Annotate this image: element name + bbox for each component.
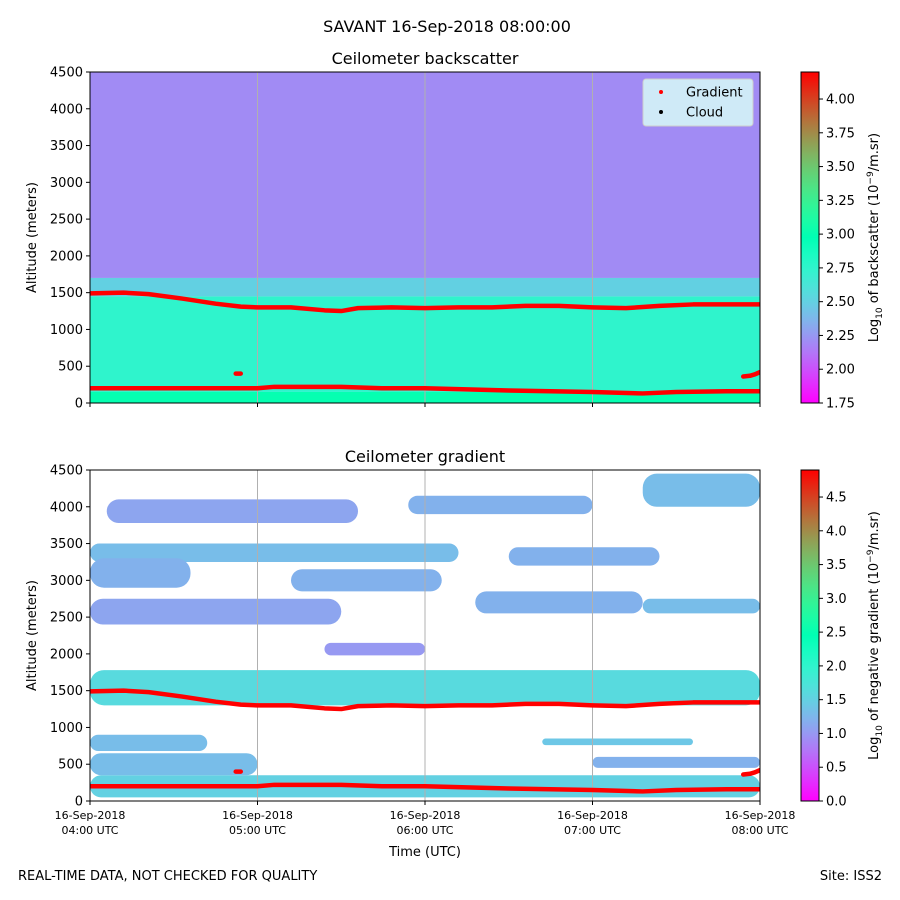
colorbar-tick-label: 2.75 — [826, 261, 855, 276]
gradient-line — [90, 782, 760, 794]
gradient-band — [542, 738, 693, 746]
y-tick-label: 3500 — [50, 537, 83, 552]
y-tick-label: 3000 — [50, 176, 83, 191]
y-tick-label: 1500 — [50, 286, 83, 301]
colorbar-tick-label: 3.5 — [826, 558, 847, 573]
legend-marker — [659, 90, 663, 94]
gradient-band — [90, 598, 342, 625]
y-axis-label: Altitude (meters) — [25, 182, 40, 293]
colorbar-label: Log10 of negative gradient (10−9/m.sr) — [866, 511, 885, 760]
y-tick-label: 0 — [75, 795, 83, 810]
gradient-band — [642, 598, 760, 614]
gradient-band — [324, 642, 425, 656]
gradient-band — [90, 753, 258, 776]
colorbar-tick-label: 4.5 — [826, 491, 847, 506]
colorbar-tick-label: 4.0 — [826, 524, 847, 539]
gradient-line — [90, 384, 760, 396]
colorbar-tick-label: 1.0 — [826, 727, 847, 742]
legend-box — [642, 78, 754, 127]
colorbar-tick-label: 2.25 — [826, 329, 855, 344]
colorbar-tick-label: 2.5 — [826, 626, 847, 641]
gradient-band — [408, 495, 593, 515]
x-tick-label-time: 04:00 UTC — [61, 824, 118, 837]
gradient-line — [741, 767, 760, 777]
gradient-band — [592, 756, 760, 768]
colorbar — [800, 469, 820, 802]
gradient-band — [90, 543, 459, 562]
y-tick-label: 2500 — [50, 611, 83, 626]
x-tick-label-time: 07:00 UTC — [564, 824, 621, 837]
x-tick-label-time: 06:00 UTC — [396, 824, 453, 837]
legend-marker — [659, 110, 663, 114]
x-axis-label: Time (UTC) — [388, 845, 461, 860]
y-tick-label: 3000 — [50, 574, 83, 589]
x-tick-label-date: 16-Sep-2018 — [390, 809, 461, 822]
y-tick-label: 4500 — [50, 464, 83, 479]
quality-disclaimer: REAL-TIME DATA, NOT CHECKED FOR QUALITY — [18, 869, 318, 884]
y-tick-label: 1500 — [50, 684, 83, 699]
gradient-panel: Ceilometer gradient 0 500 1000 1500 2000 2500 3… — [25, 447, 885, 860]
y-tick-label: 4000 — [50, 102, 83, 117]
colorbar-tick-label: 0.0 — [826, 795, 847, 810]
colorbar-tick-label: 3.75 — [826, 126, 855, 141]
gradient-band — [106, 499, 358, 523]
colorbar-tick-label: 3.25 — [826, 194, 855, 209]
y-axis-label: Altitude (meters) — [25, 580, 40, 691]
legend-label: Cloud — [686, 106, 723, 121]
colorbar-tick-label: 1.5 — [826, 693, 847, 708]
colorbar-tick-label: 3.0 — [826, 592, 847, 607]
gradient-band — [642, 473, 760, 507]
x-tick-label-date: 16-Sep-2018 — [725, 809, 796, 822]
y-tick-label: 2500 — [50, 213, 83, 228]
x-tick-label-date: 16-Sep-2018 — [557, 809, 628, 822]
x-tick-label-date: 16-Sep-2018 — [55, 809, 126, 822]
x-tick-label-date: 16-Sep-2018 — [222, 809, 293, 822]
colorbar — [800, 71, 820, 404]
colorbar-tick-label: 1.75 — [826, 397, 855, 412]
gradient-series — [90, 688, 760, 794]
y-tick-label: 2000 — [50, 249, 83, 264]
gradient-line — [90, 688, 760, 712]
colorbar-tick-label: 0.5 — [826, 761, 847, 776]
colorbar-tick-label: 3.00 — [826, 228, 855, 243]
legend: Gradient Cloud — [642, 78, 754, 127]
y-tick-label: 0 — [75, 397, 83, 412]
panel-title: Ceilometer gradient — [345, 447, 505, 466]
gradient-line — [90, 290, 760, 314]
colorbar-tick-label: 4.00 — [826, 93, 855, 108]
y-tick-label: 500 — [58, 758, 83, 773]
site-label: Site: ISS2 — [819, 869, 882, 884]
gradient-series — [90, 290, 760, 396]
colorbar-tick-label: 2.50 — [826, 295, 855, 310]
gradient-line — [741, 369, 760, 379]
gradient-band — [475, 591, 643, 614]
y-tick-label: 1000 — [50, 721, 83, 736]
y-tick-label: 2000 — [50, 647, 83, 662]
colorbar-tick-label: 2.00 — [826, 363, 855, 378]
gradient-band — [508, 547, 660, 566]
y-tick-label: 1000 — [50, 323, 83, 338]
y-tick-label: 3500 — [50, 139, 83, 154]
x-tick-label-time: 08:00 UTC — [731, 824, 788, 837]
gradient-band — [90, 558, 191, 588]
backscatter-panel: Ceilometer backscatter 0 500 1000 1500 2000 25… — [25, 49, 885, 412]
y-tick-label: 500 — [58, 360, 83, 375]
y-tick-label: 4000 — [50, 500, 83, 515]
legend-label: Gradient — [686, 86, 743, 101]
colorbar-label: Log10 of backscatter (10−9/m.sr) — [866, 133, 885, 342]
x-tick-label-time: 05:00 UTC — [229, 824, 286, 837]
gradient-band — [90, 734, 208, 751]
y-tick-label: 4500 — [50, 66, 83, 81]
panel-title: Ceilometer backscatter — [332, 49, 519, 68]
colorbar-tick-label: 3.50 — [826, 160, 855, 175]
colorbar-tick-label: 2.0 — [826, 659, 847, 674]
figure-title: SAVANT 16-Sep-2018 08:00:00 — [323, 17, 571, 36]
gradient-band — [291, 569, 442, 592]
